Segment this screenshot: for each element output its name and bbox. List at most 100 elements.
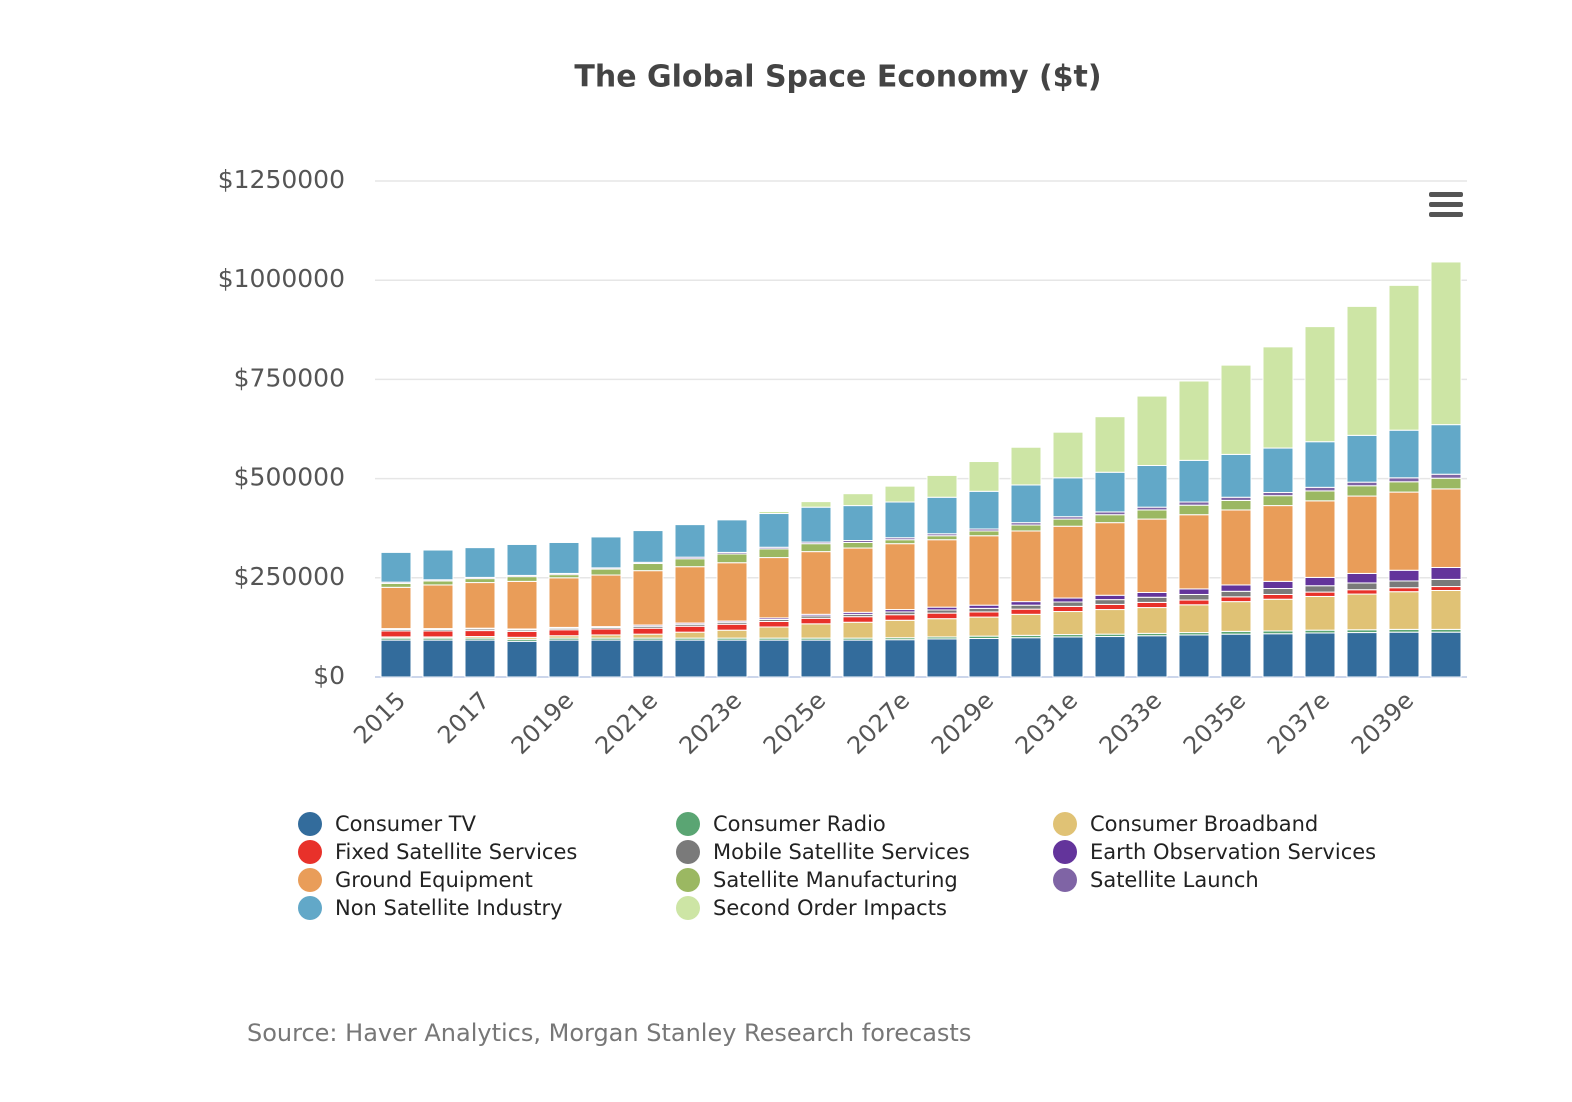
bar-segment	[1430, 566, 1462, 580]
bar-segment	[548, 629, 580, 637]
bar-segment	[884, 543, 916, 611]
y-tick-label: $1000000	[218, 264, 345, 293]
bar-segment	[422, 584, 454, 630]
bar-segment	[506, 580, 538, 630]
legend-marker	[676, 840, 700, 864]
bar-segment	[1304, 490, 1336, 502]
bar-segment	[926, 474, 958, 498]
bar-segment	[464, 578, 496, 584]
bar-segment	[926, 496, 958, 535]
bar-segment	[1010, 608, 1042, 615]
bar-segment	[632, 639, 664, 678]
y-tick-label: $750000	[234, 363, 345, 392]
bar-segment	[590, 568, 622, 576]
bar-segment	[1430, 261, 1462, 426]
bar-segment	[1220, 590, 1252, 598]
bar-segment	[380, 639, 412, 678]
bar-segment	[1052, 597, 1084, 603]
bar-segment	[380, 582, 412, 588]
bar-segment	[1178, 504, 1210, 516]
menu-icon[interactable]	[1429, 192, 1463, 217]
bar-segment	[1304, 441, 1336, 488]
bar-segment	[1346, 485, 1378, 497]
bar-segment	[1304, 595, 1336, 631]
bar-segment	[1388, 491, 1420, 571]
bar-segment	[1262, 495, 1294, 507]
bar-segment	[968, 607, 1000, 613]
bar-segment	[632, 627, 664, 635]
legend-marker	[1053, 868, 1077, 892]
legend-label: Fixed Satellite Services	[335, 840, 577, 864]
bar-segment	[1094, 522, 1126, 596]
bar-segment	[842, 639, 874, 678]
legend-label: Consumer Broadband	[1090, 812, 1318, 836]
bar-segment	[1052, 518, 1084, 527]
bar-segment	[1262, 505, 1294, 582]
bar-segment	[926, 539, 958, 608]
bar-segment	[506, 630, 538, 638]
bar-segment	[380, 586, 412, 630]
bar-segment	[1430, 477, 1462, 490]
y-tick-label: $250000	[234, 562, 345, 591]
bar-segment	[1094, 609, 1126, 635]
bar-segment	[1052, 431, 1084, 479]
bar-segment	[1388, 481, 1420, 493]
legend-label: Second Order Impacts	[713, 896, 947, 920]
bar-segment	[842, 493, 874, 507]
bar-segment	[716, 639, 748, 678]
bar-segment	[926, 612, 958, 620]
bar-segment	[800, 506, 832, 543]
bar-segment	[1220, 453, 1252, 498]
bar-segment	[464, 547, 496, 578]
y-tick-label: $1250000	[218, 165, 345, 194]
bar-segment	[1094, 594, 1126, 601]
bar-segment	[1220, 633, 1252, 678]
bar-segment	[1178, 604, 1210, 634]
bar-segment	[1220, 596, 1252, 603]
legend-marker	[676, 812, 700, 836]
bar-segment	[464, 582, 496, 629]
bar-segment	[506, 543, 538, 576]
bar-segment	[1430, 473, 1462, 479]
bar-segment	[968, 616, 1000, 637]
bar-segment	[590, 628, 622, 636]
bar-segment	[1388, 284, 1420, 431]
legend-label: Mobile Satellite Services	[713, 840, 970, 864]
bar-segment	[1052, 636, 1084, 678]
bar-segment	[674, 524, 706, 558]
bar-segment	[1010, 530, 1042, 603]
bar-segment	[506, 576, 538, 582]
bar-segment	[758, 548, 790, 559]
bar-segment	[884, 539, 916, 545]
bar-segment	[1052, 525, 1084, 599]
legend-label: Satellite Launch	[1090, 868, 1259, 892]
bar-segment	[716, 562, 748, 622]
chart-title: The Global Space Economy ($t)	[574, 60, 1101, 95]
bar-segment	[1262, 346, 1294, 449]
bar-segment	[464, 630, 496, 638]
legend-label: Satellite Manufacturing	[713, 868, 958, 892]
bar-segment	[1010, 637, 1042, 678]
y-tick-label: $500000	[234, 463, 345, 492]
bar-segment	[548, 577, 580, 628]
bar-segment	[1346, 481, 1378, 487]
legend-marker	[298, 896, 322, 920]
legend-label: Consumer TV	[335, 812, 477, 836]
bar-segment	[1262, 588, 1294, 595]
bar-segment	[632, 633, 664, 639]
bar-segment	[1220, 509, 1252, 586]
bar-segment	[1346, 434, 1378, 483]
legend-label: Ground Equipment	[335, 868, 533, 892]
bar-segment	[1010, 601, 1042, 606]
bar-segment	[1136, 607, 1168, 634]
bar-segment	[506, 640, 538, 678]
y-tick-label: $0	[313, 661, 345, 690]
bar-segment	[1178, 380, 1210, 461]
legend-marker	[1053, 812, 1077, 836]
bar-segment	[1304, 326, 1336, 443]
bar-segment	[1346, 582, 1378, 591]
bar-segment	[632, 570, 664, 626]
bar-segment	[674, 566, 706, 624]
bar-segment	[1430, 424, 1462, 475]
